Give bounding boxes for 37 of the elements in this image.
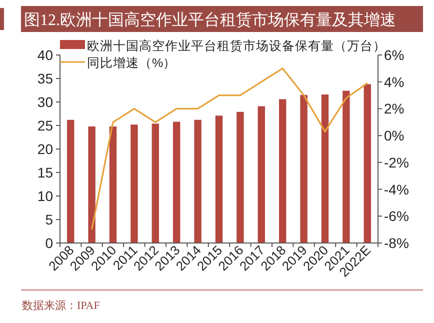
bar xyxy=(152,124,160,243)
y2-tick-label: 4% xyxy=(384,74,404,90)
y-tick-label: 0 xyxy=(45,235,54,251)
bar xyxy=(215,116,223,243)
y-tick-label: 30 xyxy=(37,94,54,110)
y2-tick-label: 6% xyxy=(384,47,404,63)
y-tick-label: 20 xyxy=(37,141,54,157)
line-series xyxy=(91,68,368,230)
y2-tick-label: -6% xyxy=(384,208,409,224)
source-note: 数据来源：IPAF xyxy=(22,299,100,312)
y2-tick-label: 2% xyxy=(384,100,404,117)
bar xyxy=(236,112,244,243)
bar xyxy=(172,122,180,243)
bar xyxy=(130,124,138,243)
y-tick-label: 10 xyxy=(37,188,54,204)
chart-title: 图12.欧洲十国高空作业平台租赁市场保有量及其增速 xyxy=(24,11,396,29)
legend-label: 同比增速（%） xyxy=(87,56,176,70)
y-tick-label: 15 xyxy=(37,164,54,180)
y2-tick-label: -4% xyxy=(384,181,409,198)
bar xyxy=(88,126,96,243)
y2-tick-label: -2% xyxy=(384,154,409,170)
bar xyxy=(258,106,266,243)
y-tick-label: 35 xyxy=(37,70,54,86)
y-tick-label: 40 xyxy=(37,47,54,63)
y2-tick-label: -8% xyxy=(384,235,409,251)
bar xyxy=(109,126,117,243)
y2-tick-label: 0% xyxy=(384,128,404,144)
y-tick-label: 5 xyxy=(45,212,54,228)
bar xyxy=(300,94,308,243)
legend-label: 欧洲十国高空作业平台租赁市场设备保有量（万台） xyxy=(87,38,386,53)
bar xyxy=(194,120,202,243)
bar xyxy=(278,99,286,243)
bar xyxy=(342,90,350,243)
bar xyxy=(321,94,329,243)
y-tick-label: 25 xyxy=(37,118,54,134)
bar xyxy=(66,120,74,243)
bar xyxy=(364,84,372,243)
